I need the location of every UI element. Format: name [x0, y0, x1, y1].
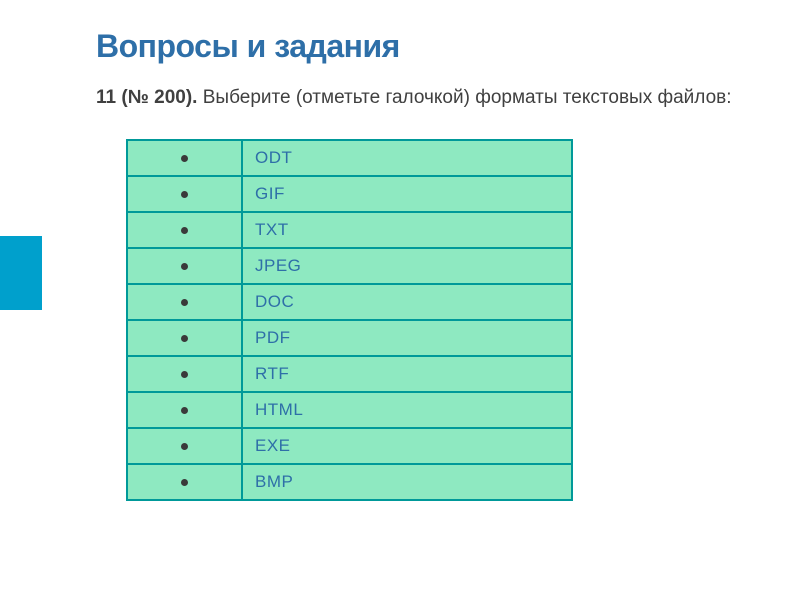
format-label: JPEG [242, 248, 572, 284]
format-label: BMP [242, 464, 572, 500]
slide-content: Вопросы и задания 11 (№ 200). Выберите (… [0, 0, 800, 521]
format-label: GIF [242, 176, 572, 212]
formats-table: ODT GIF TXT JPEG DOC [126, 139, 573, 501]
bullet-cell[interactable] [127, 212, 242, 248]
table-row: BMP [127, 464, 572, 500]
table-row: TXT [127, 212, 572, 248]
bullet-cell[interactable] [127, 320, 242, 356]
format-label: EXE [242, 428, 572, 464]
bullet-cell[interactable] [127, 176, 242, 212]
bullet-icon [181, 263, 188, 270]
format-label: TXT [242, 212, 572, 248]
bullet-cell[interactable] [127, 428, 242, 464]
format-label: DOC [242, 284, 572, 320]
bullet-cell[interactable] [127, 464, 242, 500]
bullet-icon [181, 371, 188, 378]
table-row: HTML [127, 392, 572, 428]
bullet-cell[interactable] [127, 392, 242, 428]
format-label: ODT [242, 140, 572, 176]
bullet-icon [181, 191, 188, 198]
bullet-cell[interactable] [127, 284, 242, 320]
question-text: 11 (№ 200). Выберите (отметьте галочкой)… [96, 85, 760, 111]
bullet-icon [181, 155, 188, 162]
bullet-icon [181, 227, 188, 234]
table-row: GIF [127, 176, 572, 212]
format-label: HTML [242, 392, 572, 428]
formats-tbody: ODT GIF TXT JPEG DOC [127, 140, 572, 500]
format-label: RTF [242, 356, 572, 392]
bullet-icon [181, 299, 188, 306]
formats-table-wrap: ODT GIF TXT JPEG DOC [126, 139, 760, 501]
table-row: PDF [127, 320, 572, 356]
bullet-cell[interactable] [127, 140, 242, 176]
table-row: RTF [127, 356, 572, 392]
question-number: 11 (№ 200). [96, 87, 197, 108]
table-row: ODT [127, 140, 572, 176]
bullet-icon [181, 407, 188, 414]
bullet-icon [181, 335, 188, 342]
table-row: DOC [127, 284, 572, 320]
side-accent-bar [0, 236, 42, 310]
bullet-cell[interactable] [127, 356, 242, 392]
table-row: JPEG [127, 248, 572, 284]
format-label: PDF [242, 320, 572, 356]
bullet-icon [181, 479, 188, 486]
table-row: EXE [127, 428, 572, 464]
bullet-icon [181, 443, 188, 450]
question-body: Выберите (отметьте галочкой) форматы тек… [197, 87, 731, 108]
bullet-cell[interactable] [127, 248, 242, 284]
page-title: Вопросы и задания [96, 28, 760, 65]
